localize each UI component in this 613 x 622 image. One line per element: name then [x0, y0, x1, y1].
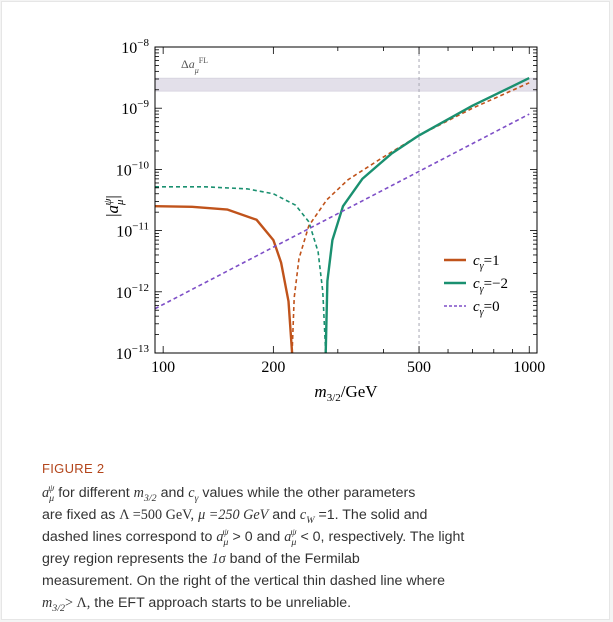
figure-caption: aμψ for different m3/2 and cγ values whi… — [42, 482, 582, 614]
caption-line-2: are fixed as Λ =500 GeV, μ =250 GeV and … — [42, 507, 428, 526]
caption-line-3: dashed lines correspond to aμψ > 0 and a… — [42, 527, 465, 548]
y-tick-label: 10−11 — [116, 221, 149, 241]
y-axis-label: |aμψ| — [102, 195, 126, 217]
plot-frame — [154, 46, 538, 354]
series-1-solid-curve — [324, 77, 530, 353]
caption-line-4: grey region represents the 1σ band of th… — [42, 551, 360, 567]
x-tick-label: 200 — [261, 359, 285, 376]
y-tick-label: 10−9 — [121, 98, 149, 118]
legend-label-0: cγ=1 — [473, 253, 500, 272]
legend-label-1: cγ=−2 — [473, 276, 508, 295]
band-label: ΔaμFL — [181, 56, 208, 75]
fermilab-band — [154, 77, 538, 92]
x-tick-label: 100 — [151, 359, 175, 376]
y-tick-label: 10−8 — [121, 37, 149, 57]
legend-label-2: cγ=0 — [473, 299, 500, 318]
caption-line-6: m3/2> Λ, the EFT approach starts to be u… — [42, 595, 352, 614]
series-1-dashed-curve — [155, 186, 327, 353]
series-0-solid-curve — [155, 205, 294, 353]
y-tick-label: 10−13 — [116, 343, 150, 363]
y-tick-label: 10−10 — [116, 159, 150, 179]
chart: 100 200 500 1000 10−8 10−9 10−10 10−11 10−12 10−1… — [102, 37, 545, 404]
y-tick-label: 10−12 — [116, 282, 149, 302]
x-axis-label: m3/2/GeV — [314, 382, 378, 404]
figure-label: FIGURE 2 — [42, 461, 105, 476]
series-2-dashed-curve — [155, 113, 530, 310]
caption-line-5: measurement. On the right of the vertica… — [42, 573, 445, 589]
x-tick-label: 500 — [407, 359, 431, 376]
caption-line-1: aμψ for different m3/2 and cγ values whi… — [42, 483, 416, 504]
x-tick-label: 1000 — [513, 359, 545, 376]
